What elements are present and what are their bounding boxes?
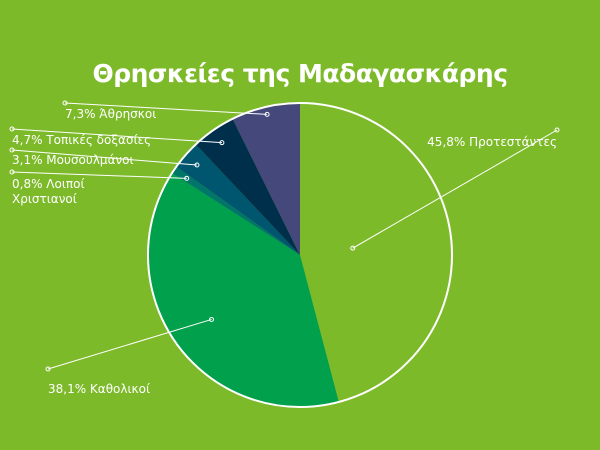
leader-dot (264, 111, 270, 117)
pie-slice (147, 173, 339, 407)
slice-label-line2: Χριστιανοί (12, 192, 77, 206)
slice-label: 7,3% Άθρησκοι (65, 107, 156, 121)
pie-slice (300, 103, 452, 402)
pie-slice (176, 144, 300, 255)
leader-dot (184, 175, 190, 181)
leader-dot (9, 147, 15, 153)
slice-label: 3,1% Μουσουλμάνοι (12, 153, 134, 167)
leader-dot (219, 140, 225, 146)
pie-slice (195, 118, 300, 255)
leader-line (47, 318, 212, 370)
leader-dot (194, 162, 200, 168)
leader-dot (9, 169, 15, 175)
leader-dot (554, 127, 560, 133)
leader-dot (350, 245, 356, 251)
slice-label: 45,8% Προτεστάντες (427, 135, 557, 149)
leader-line (64, 102, 268, 115)
slice-label: 38,1% Καθολικοί (48, 382, 150, 396)
leader-line (11, 149, 197, 166)
pie-slice (232, 103, 300, 255)
leader-dot (9, 126, 15, 132)
leader-dot (209, 316, 215, 322)
leader-line (11, 171, 187, 179)
pie-outline (147, 102, 453, 408)
pie-slices (147, 102, 453, 408)
leader-dot (45, 366, 51, 372)
slice-label: 4,7% Τοπικές δοξασίες (12, 133, 151, 147)
slice-label: 0,8% Λοιποί (12, 177, 85, 191)
leader-lines (9, 100, 560, 372)
leader-line (11, 128, 222, 144)
leader-dot (62, 100, 68, 106)
slice-labels: 45,8% Προτεστάντες 38,1% Καθολικοί 0,8% Λο… (12, 107, 557, 396)
pie-slice (172, 166, 300, 255)
leader-line (352, 129, 558, 249)
chart-title: Θρησκείες της Μαδαγασκάρης (92, 59, 507, 88)
